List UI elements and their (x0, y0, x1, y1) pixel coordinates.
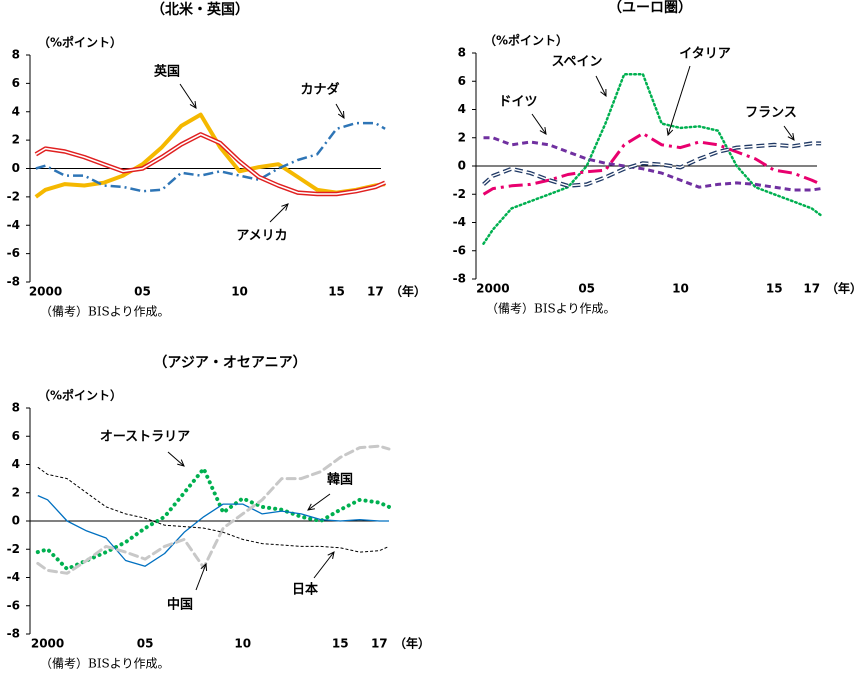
y-tick-label: 2 (458, 130, 466, 144)
series-label: 英国 (153, 64, 180, 80)
label-arrow (595, 75, 607, 97)
label-arrow (531, 113, 547, 135)
x-unit: （年） (394, 636, 430, 651)
series-label: ドイツ (498, 95, 537, 110)
series-line (37, 495, 389, 567)
x-tick-label: 10 (234, 637, 251, 651)
x-tick-label: 05 (137, 637, 154, 651)
arrow-head (787, 133, 795, 141)
chart-title: （北米・英国） (151, 1, 249, 18)
series-label: アメリカ (236, 229, 287, 244)
arrow-head (539, 127, 547, 135)
x-unit: （年） (390, 284, 426, 299)
y-tick-label: -2 (7, 542, 20, 556)
x-tick-label: 15 (328, 285, 345, 299)
y-tick-label: 4 (12, 104, 20, 118)
series-line (36, 444, 391, 575)
x-tick-label: 15 (332, 637, 349, 651)
y-tick-label: -4 (7, 218, 20, 232)
label-arrow (167, 451, 185, 467)
chart-title: （アジア・オセアニア） (153, 355, 306, 371)
y-tick-label: -8 (7, 275, 20, 289)
y-tick-label: -8 (453, 272, 466, 286)
y-tick-label: 0 (458, 159, 466, 173)
y-tick-label: -6 (453, 243, 466, 257)
y-tick-label: -6 (7, 598, 20, 612)
x-tick-label: 2000 (476, 282, 509, 296)
note: （備考）BISより作成。 (486, 301, 616, 316)
series-line (35, 121, 386, 193)
chart-title: （ユーロ圏） (608, 0, 692, 16)
x-tick-label: 10 (672, 282, 689, 296)
label-arrow (269, 203, 289, 223)
arrow-head (307, 503, 315, 511)
y-tick-label: -2 (7, 189, 20, 203)
series-label: イタリア (679, 47, 730, 62)
y-tick-label: 8 (12, 48, 20, 62)
y-tick-label: 6 (12, 76, 20, 90)
series-label: カナダ (300, 82, 339, 98)
series-line (37, 466, 390, 553)
series-line (34, 112, 386, 199)
y-tick-label: -2 (453, 187, 466, 201)
y-tick-label: 2 (12, 485, 20, 499)
y-tick-label: -4 (453, 215, 466, 229)
x-tick-label: 2000 (29, 285, 62, 299)
x-tick-label: 17 (803, 282, 820, 296)
y-tick-label: 2 (12, 133, 20, 147)
series-label: 韓国 (327, 472, 353, 488)
arrow-head (200, 562, 208, 572)
x-tick-label: 17 (367, 285, 384, 299)
x-tick-label: 17 (371, 637, 388, 651)
label-arrow (667, 65, 691, 136)
arrow-head (600, 88, 607, 98)
series-line (482, 72, 823, 245)
y-tick-label: 6 (458, 74, 466, 88)
arrow-head (177, 459, 185, 467)
label-arrow (335, 103, 345, 119)
note: （備考）BISより作成。 (40, 656, 170, 671)
series-line (483, 136, 822, 192)
x-tick-label: 2000 (31, 637, 64, 651)
series-label: スペイン (551, 55, 602, 70)
y-tick-label: -8 (7, 627, 20, 641)
y-axis-label: （%ポイント） (38, 35, 122, 50)
label-arrow (783, 125, 795, 141)
arrow-head (281, 203, 289, 211)
label-arrow (313, 551, 335, 579)
series-label: フランス (745, 106, 797, 121)
series-line (482, 132, 822, 196)
label-arrow (195, 563, 207, 591)
arrow-head (666, 127, 674, 137)
arrow-head (189, 100, 197, 109)
y-tick-label: 0 (12, 161, 20, 175)
y-tick-label: 0 (12, 514, 20, 528)
label-arrow (307, 493, 331, 511)
note: （備考）BISより作成。 (40, 304, 170, 319)
series-line-core (483, 142, 822, 187)
y-tick-label: 8 (12, 401, 20, 415)
x-tick-label: 05 (578, 282, 595, 296)
series-label: 中国 (167, 597, 193, 613)
y-tick-label: 4 (458, 102, 466, 116)
label-arrow (179, 83, 197, 109)
y-axis-label: （%ポイント） (484, 33, 568, 48)
series-line-core (35, 133, 386, 195)
y-tick-label: -4 (7, 570, 20, 584)
x-tick-label: 05 (134, 285, 151, 299)
y-tick-label: -6 (7, 246, 20, 260)
series-label: オーストラリア (100, 430, 190, 445)
y-axis-label: （%ポイント） (38, 388, 122, 403)
y-tick-label: 4 (12, 457, 20, 471)
arrow-head (337, 110, 345, 119)
y-tick-label: 8 (458, 46, 466, 60)
x-tick-label: 10 (231, 285, 248, 299)
y-tick-label: 6 (12, 429, 20, 443)
series-label: 日本 (292, 582, 318, 598)
x-tick-label: 15 (766, 282, 783, 296)
x-unit: （年） (826, 281, 855, 296)
arrow-head (327, 551, 335, 559)
